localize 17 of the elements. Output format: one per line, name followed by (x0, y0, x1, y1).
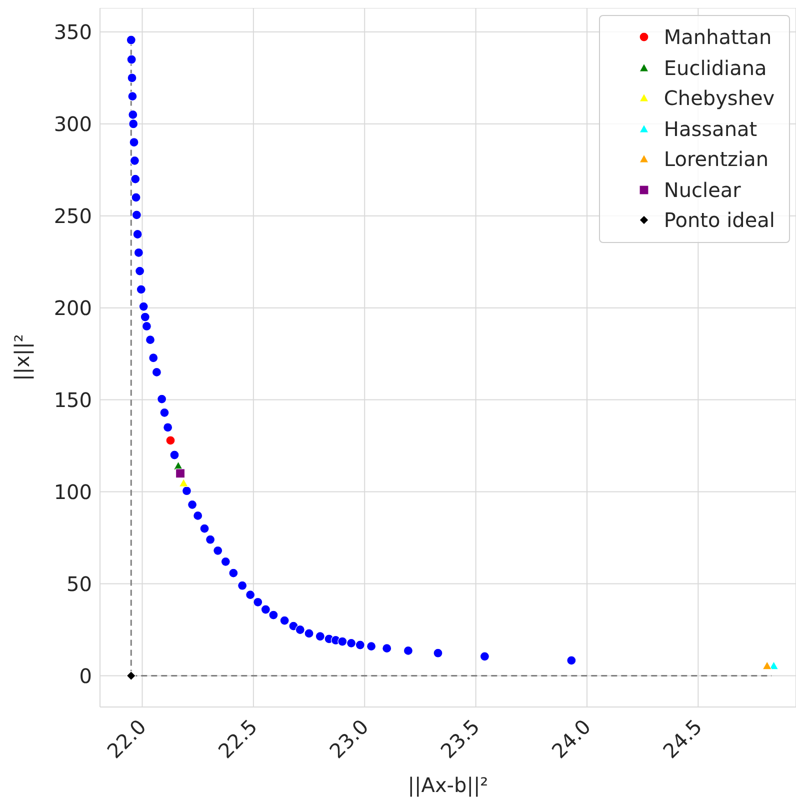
legend-label: Lorentzian (664, 147, 769, 172)
y-tick-label: 250 (54, 204, 92, 228)
y-tick-label: 300 (54, 112, 92, 136)
legend-label: Euclidiana (664, 56, 767, 80)
x-axis-title: ||Ax-b||² (408, 773, 488, 797)
y-tick-label: 100 (54, 480, 92, 504)
legend-label: Hassanat (664, 116, 758, 141)
y-axis-title: ||x||² (10, 334, 34, 381)
legend-label: Manhattan (664, 25, 772, 50)
y-tick-label: 350 (54, 20, 92, 44)
y-tick-label: 150 (54, 388, 92, 412)
y-tick-label: 200 (54, 296, 92, 320)
y-tick-label: 50 (66, 572, 92, 596)
legend-label: Chebyshev (664, 86, 775, 110)
y-tick-label: 0 (79, 664, 92, 688)
legend-label: Nuclear (664, 178, 741, 202)
legend-label: Ponto ideal (664, 208, 775, 232)
